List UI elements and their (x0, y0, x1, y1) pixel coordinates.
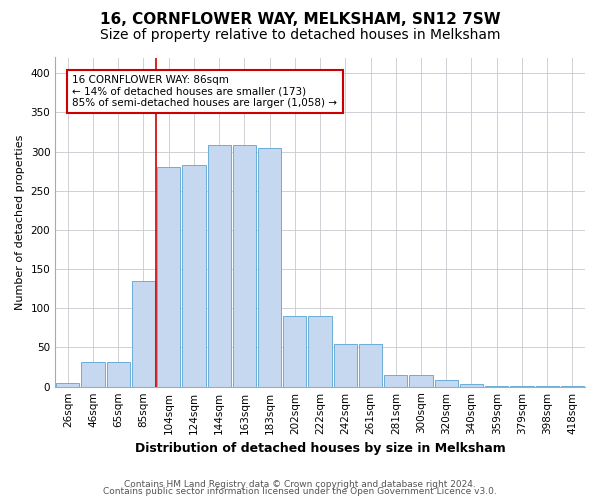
Bar (283, 316, 307, 386)
Bar (258, 148, 281, 386)
Bar (409, 375, 433, 386)
Bar (157, 167, 181, 386)
Text: Contains public sector information licensed under the Open Government Licence v3: Contains public sector information licen… (103, 487, 497, 496)
Bar (233, 146, 256, 386)
Y-axis label: Number of detached properties: Number of detached properties (15, 134, 25, 310)
Bar (434, 380, 458, 386)
Bar (82, 362, 104, 386)
Bar (308, 316, 332, 386)
Bar (132, 281, 155, 386)
Text: Contains HM Land Registry data © Crown copyright and database right 2024.: Contains HM Land Registry data © Crown c… (124, 480, 476, 489)
Bar (182, 165, 206, 386)
Bar (460, 384, 483, 386)
Text: Size of property relative to detached houses in Melksham: Size of property relative to detached ho… (100, 28, 500, 42)
Bar (56, 383, 79, 386)
Text: 16, CORNFLOWER WAY, MELKSHAM, SN12 7SW: 16, CORNFLOWER WAY, MELKSHAM, SN12 7SW (100, 12, 500, 28)
Text: 16 CORNFLOWER WAY: 86sqm
← 14% of detached houses are smaller (173)
85% of semi-: 16 CORNFLOWER WAY: 86sqm ← 14% of detach… (73, 74, 337, 108)
Bar (107, 362, 130, 386)
Bar (334, 344, 357, 386)
Bar (384, 375, 407, 386)
Bar (208, 146, 231, 386)
X-axis label: Distribution of detached houses by size in Melksham: Distribution of detached houses by size … (135, 442, 505, 455)
Bar (359, 344, 382, 386)
